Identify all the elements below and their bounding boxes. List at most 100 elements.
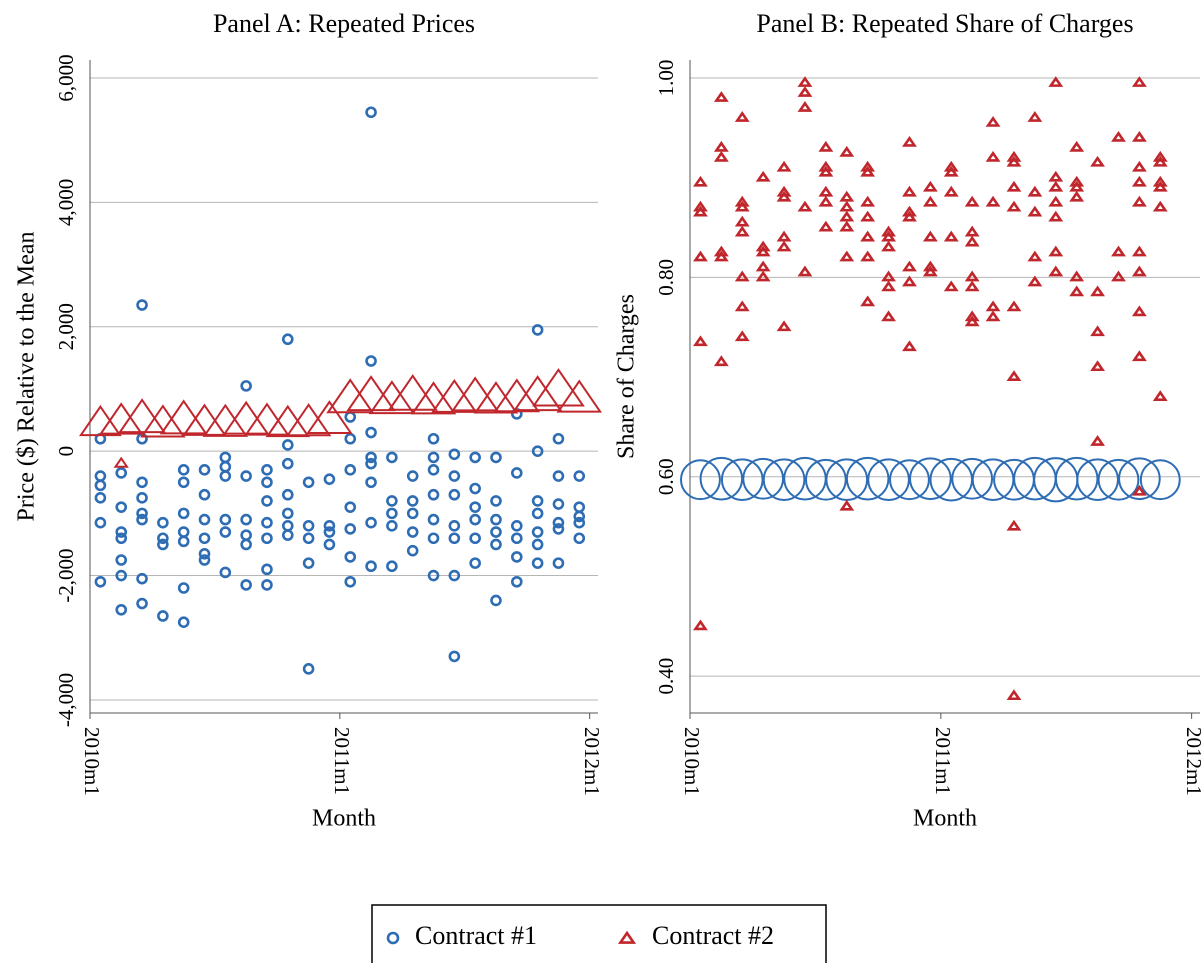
triangle-point	[1131, 350, 1147, 362]
circle-point	[490, 513, 502, 526]
circle-point	[573, 516, 586, 529]
triangle-point	[818, 185, 834, 197]
circle-point	[281, 457, 294, 470]
circle-point	[386, 451, 398, 464]
circle-point	[261, 476, 273, 489]
triangle-point	[1152, 390, 1168, 401]
circle-point	[261, 495, 273, 507]
circle-point	[302, 476, 315, 489]
legend-label: Contract #2	[652, 921, 774, 950]
circle-point	[240, 470, 252, 482]
circle-point	[198, 532, 211, 545]
triangle-point	[902, 275, 917, 287]
triangle-point	[818, 140, 834, 152]
triangle-point	[1131, 160, 1147, 172]
triangle-bubble	[326, 378, 375, 414]
triangle-point	[1131, 76, 1147, 87]
circle-point	[136, 492, 148, 504]
triangle-bubble	[265, 404, 311, 438]
circle-point	[219, 513, 232, 526]
triangle-point	[1048, 245, 1064, 257]
circle-point	[427, 532, 440, 545]
circle-point	[219, 460, 232, 473]
triangle-point	[1048, 210, 1064, 222]
y-tick-label: 0.80	[654, 259, 678, 296]
triangle-point	[1069, 180, 1085, 192]
circle-point	[94, 479, 107, 492]
triangle-point	[1131, 245, 1147, 257]
triangle-bubble	[512, 375, 563, 412]
circle-point	[365, 476, 377, 489]
circle-point	[261, 579, 273, 591]
triangle-point	[1027, 185, 1043, 197]
triangle-point	[776, 230, 792, 242]
circle-point	[469, 557, 481, 569]
triangle-point	[881, 280, 896, 292]
triangle-point	[839, 220, 855, 232]
circle-point	[552, 432, 565, 445]
circle-point	[157, 610, 169, 622]
triangle-point	[902, 340, 917, 352]
triangle-point	[860, 195, 876, 207]
triangle-point	[797, 265, 813, 277]
triangle-point	[755, 260, 771, 272]
circle-point	[573, 510, 586, 523]
triangle-point	[881, 270, 896, 282]
triangle-point	[1152, 200, 1168, 212]
circle-point	[323, 526, 336, 538]
circle-point	[448, 520, 461, 532]
circle-point	[531, 324, 544, 336]
triangle-point	[985, 116, 1001, 127]
triangle-bubble	[140, 404, 186, 438]
triangle-point	[1048, 180, 1064, 192]
circle-point	[261, 563, 273, 576]
circle-point	[302, 520, 315, 532]
triangle-point	[755, 245, 771, 257]
circle-point	[240, 513, 252, 526]
triangle-point	[734, 270, 750, 282]
circle-point	[511, 551, 523, 563]
circle-point	[531, 495, 544, 507]
triangle-point	[1006, 519, 1022, 531]
circle-point	[302, 532, 315, 545]
panel-title: Panel A: Repeated Prices	[213, 9, 475, 38]
triangle-bubble	[451, 376, 500, 412]
y-tick-label: 0	[54, 446, 78, 457]
x-tick-label: 2011m1	[330, 727, 354, 795]
triangle-point	[881, 230, 896, 242]
circle-point	[240, 579, 252, 591]
x-tick-label: 2010m1	[80, 727, 104, 796]
circle-point	[157, 532, 169, 545]
circle-point	[490, 495, 502, 507]
triangle-bubble	[285, 403, 332, 437]
triangle-point	[860, 295, 876, 307]
circle-point	[511, 575, 523, 588]
x-axis-label: Month	[312, 806, 376, 832]
triangle-point	[839, 499, 855, 511]
circle-point	[406, 507, 419, 520]
circle-point	[177, 535, 190, 548]
circle-point	[552, 516, 565, 529]
triangle-point	[860, 165, 876, 177]
circle-point	[344, 432, 357, 445]
triangle-point	[755, 170, 771, 182]
circle-point	[573, 501, 586, 513]
triangle-point	[713, 250, 729, 262]
triangle-point	[839, 145, 855, 157]
circle-point	[323, 520, 336, 532]
circle-point	[386, 520, 398, 532]
circle-point	[427, 513, 440, 526]
circle-bubble	[699, 456, 744, 501]
triangle-point	[1006, 180, 1022, 192]
triangle-point	[693, 175, 708, 187]
triangle-point	[1048, 195, 1064, 207]
triangle-point	[1006, 300, 1022, 312]
circle-point	[531, 445, 544, 457]
triangle-point	[1069, 140, 1085, 152]
circle-point	[573, 532, 586, 545]
triangle-point	[1090, 155, 1106, 167]
y-tick-label: 6,000	[54, 54, 78, 101]
triangle-point	[943, 185, 959, 197]
circle-point	[240, 529, 252, 541]
triangle-point	[1111, 270, 1126, 282]
